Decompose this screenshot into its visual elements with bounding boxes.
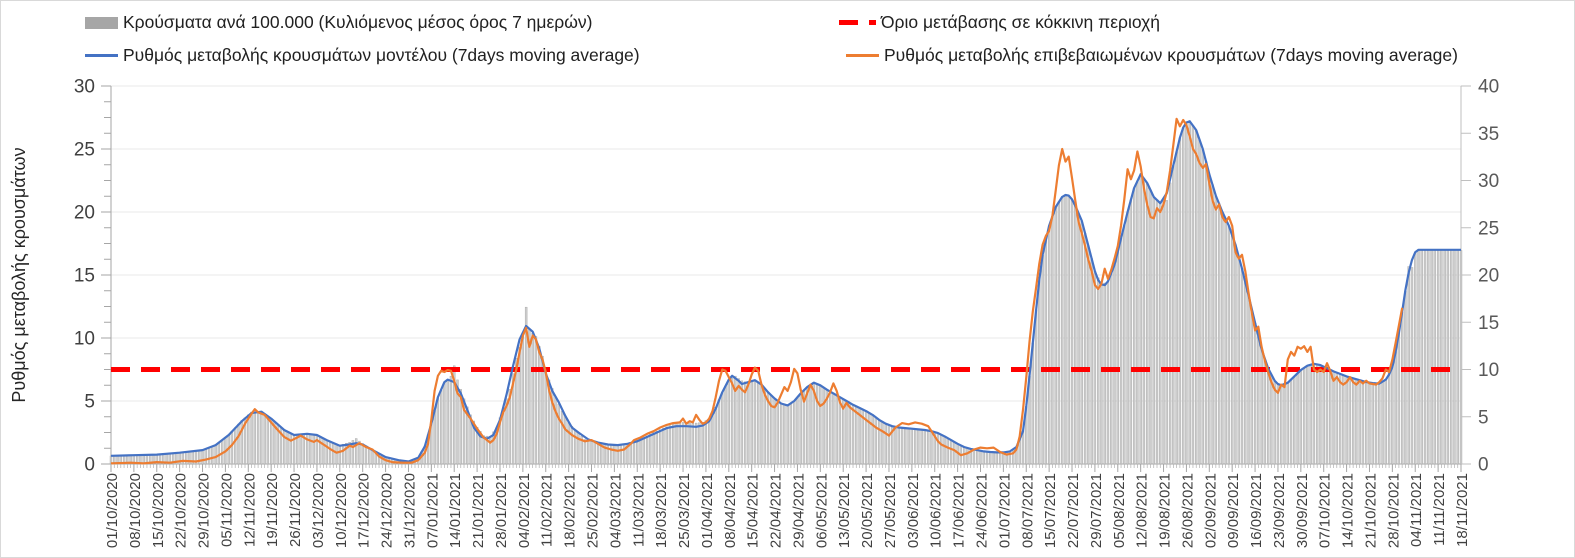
svg-text:14/10/2021: 14/10/2021: [1340, 473, 1357, 548]
svg-text:25/02/2021: 25/02/2021: [585, 473, 602, 548]
svg-text:22/04/2021: 22/04/2021: [768, 473, 785, 548]
legend-label-confirmed: Ρυθμός μεταβολής επιβεβαιωμένων κρουσμάτ…: [884, 45, 1458, 65]
svg-text:10/06/2021: 10/06/2021: [928, 473, 945, 548]
left-axis-title: Ρυθμός μεταβολής κρουσμάτων: [9, 147, 29, 402]
svg-text:5: 5: [84, 392, 95, 413]
svg-text:11/03/2021: 11/03/2021: [630, 473, 647, 547]
model-line-icon: [85, 54, 118, 58]
svg-text:10/12/2020: 10/12/2020: [333, 473, 350, 548]
confirmed-line: [110, 117, 1404, 465]
bars-series: [109, 120, 1463, 465]
svg-text:02/09/2021: 02/09/2021: [1202, 473, 1219, 548]
svg-text:21/01/2021: 21/01/2021: [470, 473, 487, 548]
svg-text:11/11/2021: 11/11/2021: [1431, 473, 1448, 546]
svg-text:08/10/2020: 08/10/2020: [127, 473, 144, 548]
svg-text:0: 0: [84, 455, 95, 476]
svg-text:05/08/2021: 05/08/2021: [1111, 473, 1128, 548]
legend-label-cases: Κρούσματα ανά 100.000 (Κυλιόμενος μέσος …: [123, 12, 593, 32]
svg-text:12/08/2021: 12/08/2021: [1134, 473, 1151, 548]
svg-text:31/12/2020: 31/12/2020: [402, 473, 419, 548]
svg-text:17/12/2020: 17/12/2020: [356, 473, 373, 548]
svg-text:28/10/2021: 28/10/2021: [1385, 473, 1402, 548]
svg-text:24/12/2020: 24/12/2020: [379, 473, 396, 548]
svg-text:20: 20: [74, 203, 95, 224]
svg-text:10: 10: [1478, 360, 1499, 381]
svg-text:03/12/2020: 03/12/2020: [310, 473, 327, 548]
svg-text:01/04/2021: 01/04/2021: [699, 473, 716, 548]
svg-text:10: 10: [74, 329, 95, 350]
svg-text:28/01/2021: 28/01/2021: [493, 473, 510, 548]
svg-text:29/04/2021: 29/04/2021: [790, 473, 807, 548]
svg-text:22/10/2020: 22/10/2020: [173, 473, 190, 548]
svg-text:19/08/2021: 19/08/2021: [1157, 473, 1174, 548]
svg-text:20/05/2021: 20/05/2021: [859, 473, 876, 548]
svg-text:Ρυθμός μεταβολής κρουσμάτων: Ρυθμός μεταβολής κρουσμάτων: [9, 147, 29, 402]
svg-text:01/10/2020: 01/10/2020: [104, 473, 121, 548]
model-line: [110, 120, 1461, 463]
svg-text:06/05/2021: 06/05/2021: [813, 473, 830, 548]
left-axis: 0 5 10 15 20 25 30: [74, 77, 111, 476]
right-axis: 0 5 10 15 20 25 30 35 40: [1461, 77, 1499, 476]
svg-text:04/02/2021: 04/02/2021: [516, 473, 533, 548]
svg-text:27/05/2021: 27/05/2021: [882, 473, 899, 548]
x-axis: [110, 464, 1462, 472]
svg-text:11/02/2021: 11/02/2021: [539, 473, 556, 547]
svg-text:15/07/2021: 15/07/2021: [1042, 473, 1059, 548]
svg-text:30: 30: [1478, 171, 1499, 192]
svg-text:26/08/2021: 26/08/2021: [1179, 473, 1196, 548]
svg-text:08/04/2021: 08/04/2021: [722, 473, 739, 548]
svg-text:16/09/2021: 16/09/2021: [1248, 473, 1265, 548]
svg-text:15/10/2020: 15/10/2020: [150, 473, 167, 548]
legend-label-model: Ρυθμός μεταβολής κρουσμάτων μοντέλου (7d…: [123, 45, 640, 65]
svg-text:15: 15: [74, 266, 95, 287]
svg-text:25: 25: [1478, 218, 1499, 239]
legend-item-model: Ρυθμός μεταβολής κρουσμάτων μοντέλου (7d…: [85, 45, 640, 65]
bar-swatch-icon: [85, 16, 118, 29]
legend-item-threshold: Όριο μετάβασης σε κόκκινη περιοχή: [839, 12, 1161, 32]
x-tick-labels: 01/10/2020 08/10/2020 15/10/2020 22/10/2020…: [104, 473, 1471, 548]
svg-text:25/03/2021: 25/03/2021: [676, 473, 693, 548]
svg-text:40: 40: [1478, 77, 1499, 98]
svg-text:13/05/2021: 13/05/2021: [836, 473, 853, 548]
svg-text:29/07/2021: 29/07/2021: [1088, 473, 1105, 548]
legend-label-threshold: Όριο μετάβασης σε κόκκινη περιοχή: [881, 12, 1161, 32]
svg-text:15: 15: [1478, 313, 1499, 334]
legend-item-confirmed: Ρυθμός μεταβολής επιβεβαιωμένων κρουσμάτ…: [846, 45, 1458, 65]
svg-text:22/07/2021: 22/07/2021: [1065, 473, 1082, 548]
legend-item-cases: Κρούσματα ανά 100.000 (Κυλιόμενος μέσος …: [85, 12, 593, 32]
svg-text:18/02/2021: 18/02/2021: [562, 473, 579, 548]
svg-text:12/11/2020: 12/11/2020: [241, 473, 258, 547]
svg-text:30/09/2021: 30/09/2021: [1294, 473, 1311, 548]
svg-text:07/10/2021: 07/10/2021: [1317, 473, 1334, 548]
svg-text:20: 20: [1478, 266, 1499, 287]
svg-text:05/11/2020: 05/11/2020: [218, 473, 235, 547]
svg-text:17/06/2021: 17/06/2021: [951, 473, 968, 548]
svg-text:29/10/2020: 29/10/2020: [196, 473, 213, 548]
svg-text:07/01/2021: 07/01/2021: [424, 473, 441, 548]
svg-text:18/03/2021: 18/03/2021: [653, 473, 670, 548]
svg-text:25: 25: [74, 140, 95, 161]
svg-text:04/11/2021: 04/11/2021: [1408, 473, 1425, 547]
svg-text:14/01/2021: 14/01/2021: [447, 473, 464, 548]
svg-text:26/11/2020: 26/11/2020: [287, 473, 304, 547]
svg-text:23/09/2021: 23/09/2021: [1271, 473, 1288, 548]
svg-text:35: 35: [1478, 124, 1499, 145]
svg-text:18/11/2021: 18/11/2021: [1454, 473, 1471, 547]
svg-text:04/03/2021: 04/03/2021: [607, 473, 624, 548]
svg-text:09/09/2021: 09/09/2021: [1225, 473, 1242, 548]
svg-text:5: 5: [1478, 407, 1489, 428]
svg-text:30: 30: [74, 77, 95, 98]
confirmed-line-icon: [846, 54, 879, 58]
svg-text:24/06/2021: 24/06/2021: [974, 473, 991, 548]
svg-text:01/07/2021: 01/07/2021: [996, 473, 1013, 548]
svg-text:21/10/2021: 21/10/2021: [1363, 473, 1380, 548]
threshold-dash-icon: [839, 20, 876, 26]
svg-text:08/07/2021: 08/07/2021: [1019, 473, 1036, 548]
svg-text:03/06/2021: 03/06/2021: [905, 473, 922, 548]
svg-text:19/11/2020: 19/11/2020: [264, 473, 281, 547]
svg-text:0: 0: [1478, 455, 1489, 476]
svg-text:15/04/2021: 15/04/2021: [745, 473, 762, 548]
